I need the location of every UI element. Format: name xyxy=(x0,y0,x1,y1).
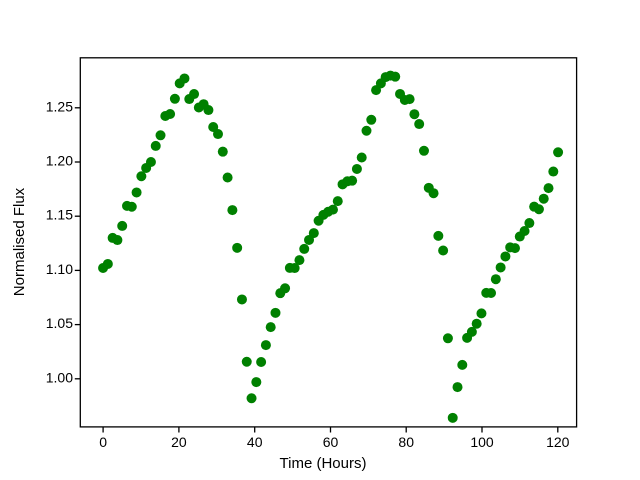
svg-text:Normalised Flux: Normalised Flux xyxy=(11,187,28,296)
svg-text:80: 80 xyxy=(398,434,414,450)
svg-text:1.15: 1.15 xyxy=(46,207,73,223)
svg-text:20: 20 xyxy=(171,434,187,450)
svg-text:0: 0 xyxy=(99,434,107,450)
svg-text:60: 60 xyxy=(323,434,339,450)
svg-text:40: 40 xyxy=(247,434,263,450)
svg-text:1.00: 1.00 xyxy=(46,369,73,385)
svg-text:Time (Hours): Time (Hours) xyxy=(280,455,367,472)
svg-text:1.25: 1.25 xyxy=(46,98,73,114)
svg-text:1.20: 1.20 xyxy=(46,153,73,169)
svg-text:1.10: 1.10 xyxy=(46,261,73,277)
svg-text:100: 100 xyxy=(470,434,494,450)
svg-text:120: 120 xyxy=(546,434,570,450)
svg-text:1.05: 1.05 xyxy=(46,315,73,331)
